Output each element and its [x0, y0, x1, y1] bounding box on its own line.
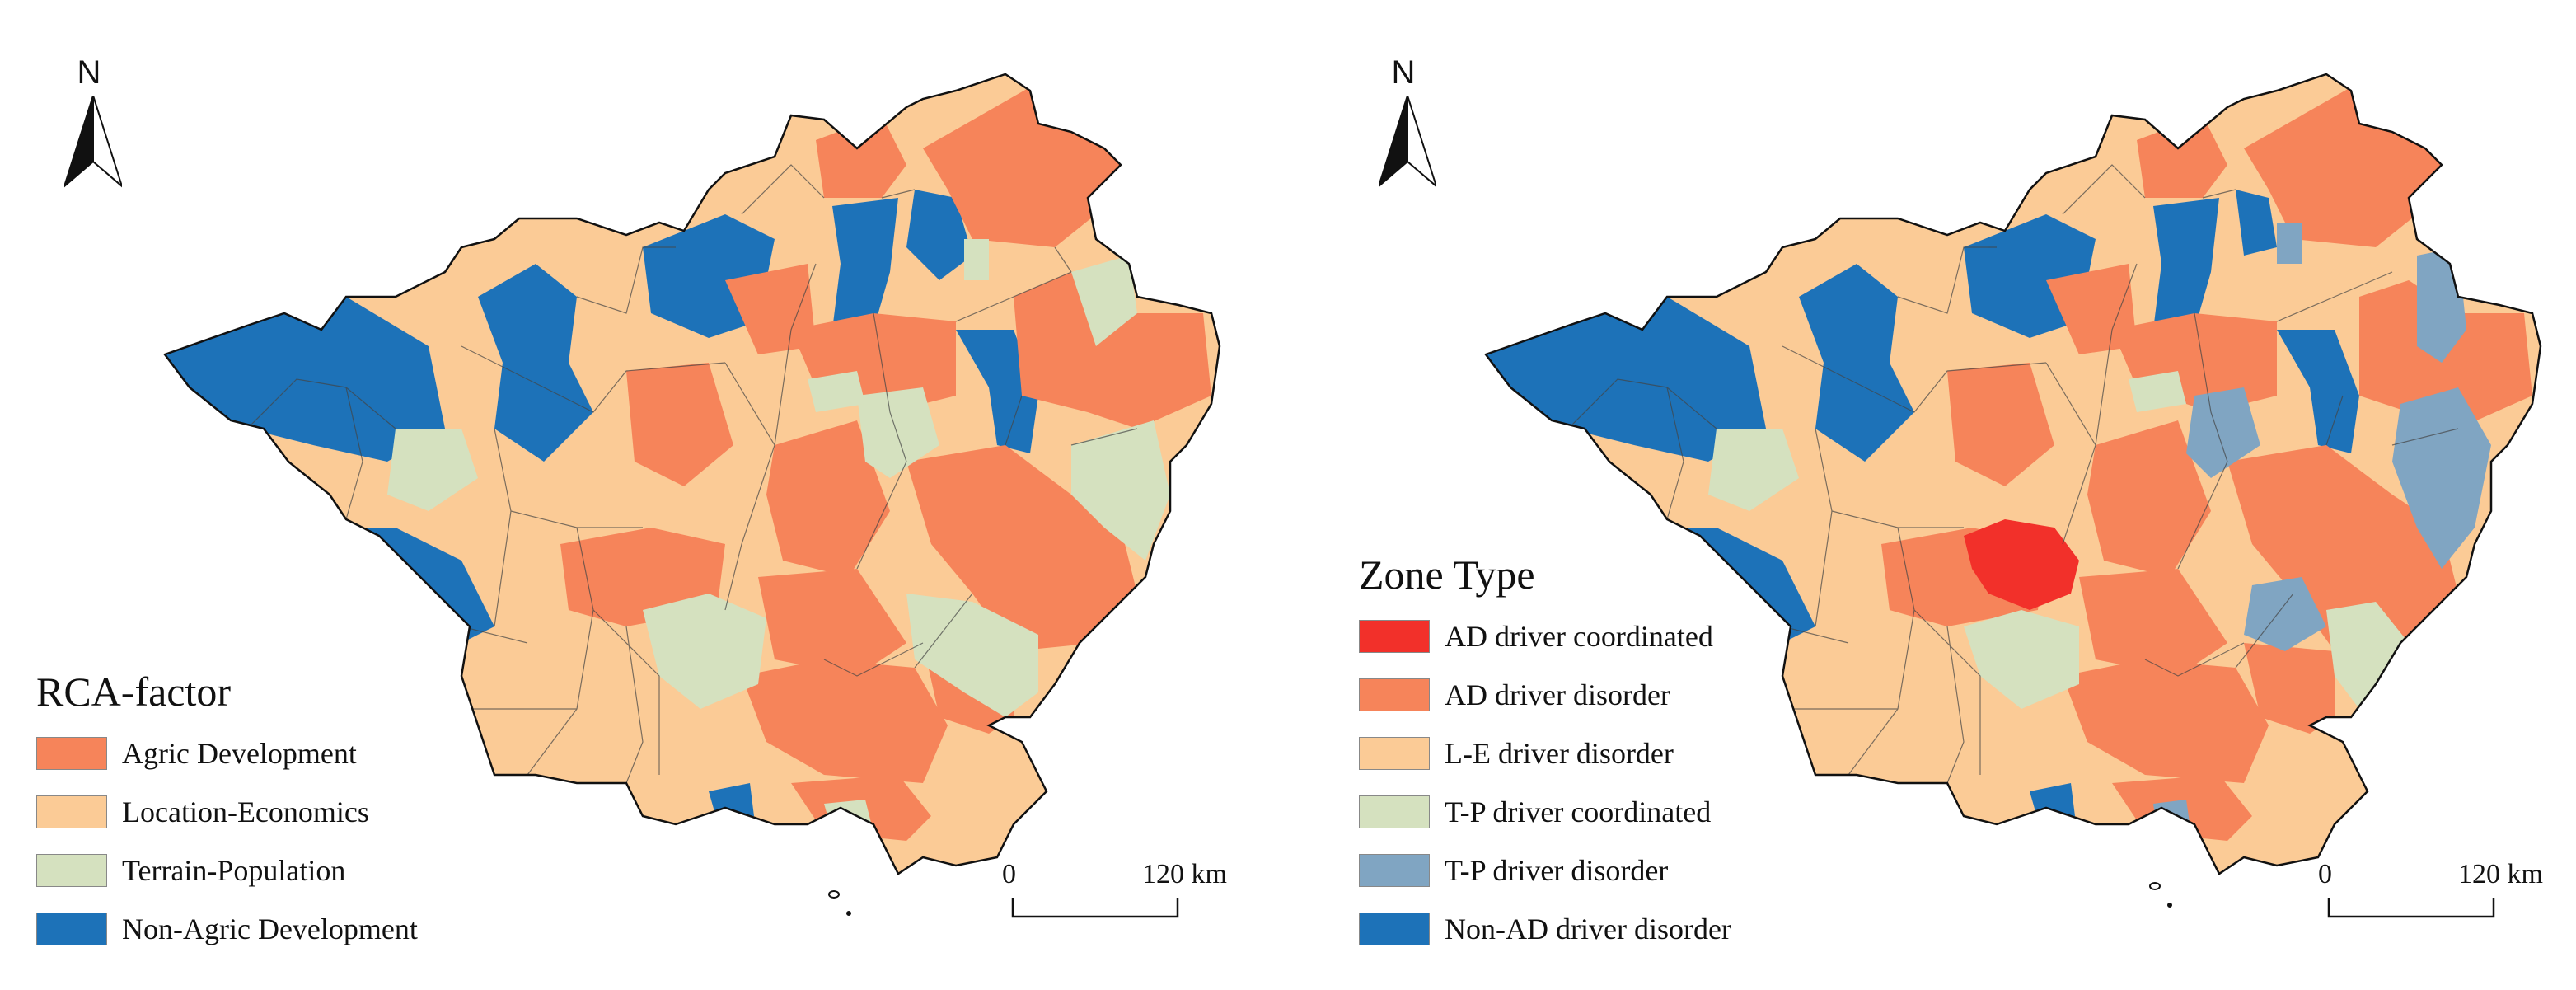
legend-label: Non-AD driver disorder: [1445, 912, 1731, 945]
left-map-panel: N RCA-factor Agric Development Location-…: [36, 54, 1266, 958]
legend-title: RCA-factor: [36, 669, 232, 715]
legend-swatch: [36, 795, 107, 828]
legend-item-non-ad-driver-disorder: Non-AD driver disorder: [1359, 899, 1731, 958]
legend-swatch: [1359, 853, 1430, 887]
legend-swatch: [36, 912, 107, 945]
legend-item-le-driver-disorder: L-E driver disorder: [1359, 724, 1731, 782]
scale-bar-line: [1011, 898, 1179, 918]
right-choropleth-map: [1483, 73, 2542, 908]
legend-label: AD driver disorder: [1445, 678, 1670, 711]
legend-swatch: [1359, 619, 1430, 653]
scale-zero-label: 0: [1002, 859, 1016, 889]
north-arrow-icon: [1379, 96, 1436, 188]
legend-item-ad-driver-disorder: AD driver disorder: [1359, 665, 1731, 724]
legend-item-tp-driver-disorder: T-P driver disorder: [1359, 841, 1731, 899]
legend-swatch: [1359, 912, 1430, 945]
legend-item-ad-driver-coordinated: AD driver coordinated: [1359, 607, 1731, 665]
legend-title: Zone Type: [1359, 551, 1535, 598]
legend-label: AD driver coordinated: [1445, 619, 1713, 653]
legend-item-agric-development: Agric Development: [36, 724, 418, 782]
scale-bar-line: [2327, 898, 2495, 918]
left-legend: RCA-factor Agric Development Location-Ec…: [36, 668, 418, 958]
legend-swatch: [1359, 795, 1430, 828]
scale-max-label: 120 km: [1142, 859, 1227, 889]
legend-label: Non-Agric Development: [122, 912, 418, 945]
legend-swatch: [36, 853, 107, 887]
left-islands: [828, 890, 851, 916]
left-north-arrow: N: [64, 54, 130, 195]
left-scale-bar: 0 120 km: [1002, 859, 1266, 950]
legend-label: L-E driver disorder: [1445, 736, 1674, 770]
scale-max-label: 120 km: [2458, 859, 2543, 889]
right-islands: [2149, 882, 2172, 908]
legend-item-tp-driver-coordinated: T-P driver coordinated: [1359, 782, 1731, 841]
scale-zero-label: 0: [2318, 859, 2332, 889]
right-legend: Zone Type AD driver coordinated AD drive…: [1359, 551, 1731, 958]
legend-swatch: [1359, 678, 1430, 711]
north-arrow-icon: [64, 96, 122, 188]
legend-item-location-economics: Location-Economics: [36, 782, 418, 841]
right-scale-bar: 0 120 km: [2318, 859, 2576, 950]
legend-item-terrain-population: Terrain-Population: [36, 841, 418, 899]
legend-item-non-agric-development: Non-Agric Development: [36, 899, 418, 958]
legend-label: T-P driver coordinated: [1445, 795, 1712, 828]
legend-swatch: [1359, 736, 1430, 770]
left-choropleth-map: [162, 73, 1221, 916]
right-north-arrow: N: [1379, 54, 1445, 195]
legend-label: Terrain-Population: [122, 853, 346, 887]
north-label: N: [1391, 54, 1416, 91]
legend-swatch: [36, 736, 107, 770]
north-label: N: [77, 54, 101, 91]
legend-label: Agric Development: [122, 736, 357, 770]
legend-label: T-P driver disorder: [1445, 853, 1669, 887]
right-map-panel: N Zone Type AD driver coordinated AD dri…: [1288, 0, 2576, 990]
legend-label: Location-Economics: [122, 795, 369, 828]
